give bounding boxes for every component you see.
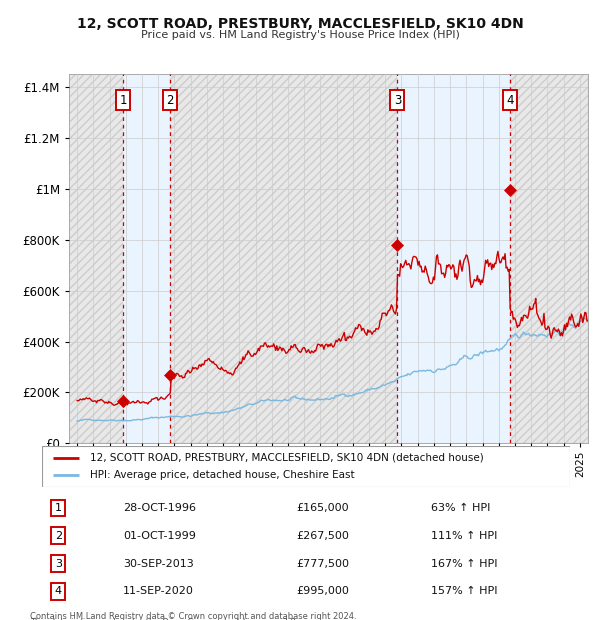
Text: £777,500: £777,500 <box>296 559 349 569</box>
Text: 11-SEP-2020: 11-SEP-2020 <box>123 587 194 596</box>
Text: 01-OCT-1999: 01-OCT-1999 <box>123 531 196 541</box>
Text: 1: 1 <box>119 94 127 107</box>
Bar <box>170 74 397 443</box>
Text: 1: 1 <box>55 503 62 513</box>
Text: 12, SCOTT ROAD, PRESTBURY, MACCLESFIELD, SK10 4DN: 12, SCOTT ROAD, PRESTBURY, MACCLESFIELD,… <box>77 17 523 32</box>
Text: This data is licensed under the Open Government Licence v3.0.: This data is licensed under the Open Gov… <box>30 618 298 620</box>
Text: 111% ↑ HPI: 111% ↑ HPI <box>431 531 497 541</box>
Text: Price paid vs. HM Land Registry's House Price Index (HPI): Price paid vs. HM Land Registry's House … <box>140 30 460 40</box>
Text: 4: 4 <box>506 94 514 107</box>
Text: 12, SCOTT ROAD, PRESTBURY, MACCLESFIELD, SK10 4DN (detached house): 12, SCOTT ROAD, PRESTBURY, MACCLESFIELD,… <box>89 453 483 463</box>
Text: 4: 4 <box>55 587 62 596</box>
Text: £995,000: £995,000 <box>296 587 349 596</box>
Text: 3: 3 <box>55 559 62 569</box>
Bar <box>510 74 588 443</box>
Text: £267,500: £267,500 <box>296 531 349 541</box>
Bar <box>123 74 170 443</box>
Bar <box>397 74 510 443</box>
Text: Contains HM Land Registry data © Crown copyright and database right 2024.: Contains HM Land Registry data © Crown c… <box>30 612 356 620</box>
Bar <box>69 74 123 443</box>
Text: £165,000: £165,000 <box>296 503 349 513</box>
Text: 30-SEP-2013: 30-SEP-2013 <box>123 559 194 569</box>
Text: 3: 3 <box>394 94 401 107</box>
Text: 2: 2 <box>167 94 174 107</box>
Text: HPI: Average price, detached house, Cheshire East: HPI: Average price, detached house, Ches… <box>89 471 354 480</box>
Text: 28-OCT-1996: 28-OCT-1996 <box>123 503 196 513</box>
Text: 157% ↑ HPI: 157% ↑ HPI <box>431 587 497 596</box>
Text: 2: 2 <box>55 531 62 541</box>
Text: 167% ↑ HPI: 167% ↑ HPI <box>431 559 497 569</box>
Text: 63% ↑ HPI: 63% ↑ HPI <box>431 503 490 513</box>
